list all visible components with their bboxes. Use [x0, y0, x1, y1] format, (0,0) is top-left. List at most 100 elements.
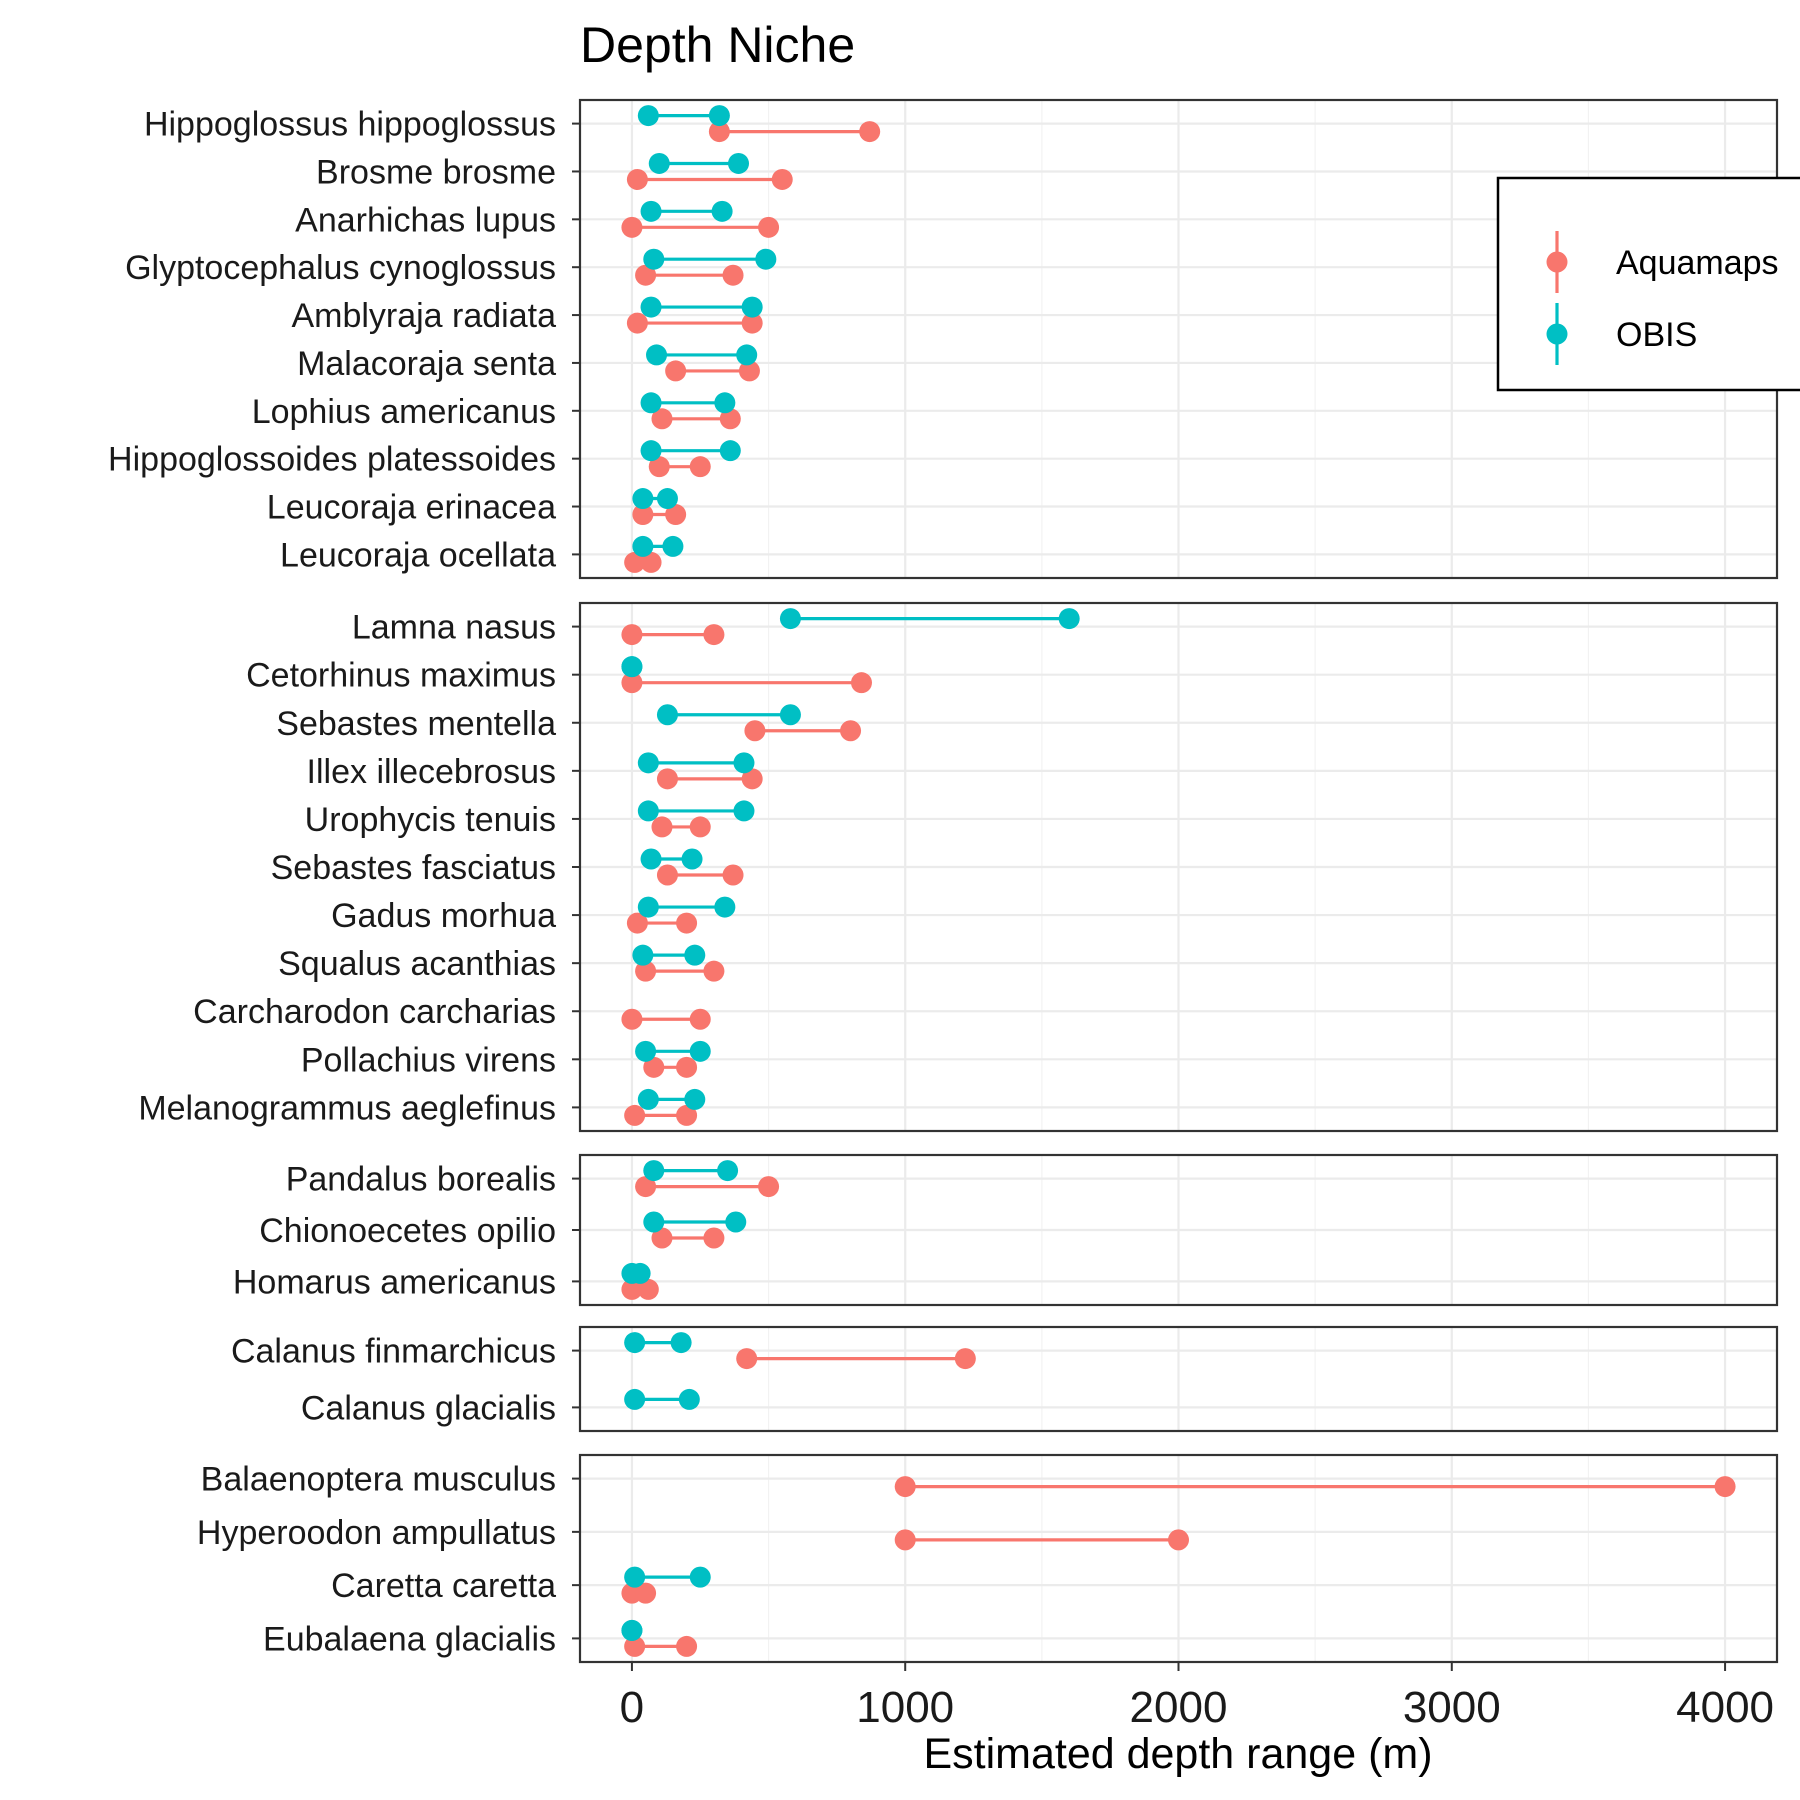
species-label: Homarus americanus — [233, 1263, 556, 1301]
species-row — [894, 1529, 1189, 1551]
obis-min-point — [648, 152, 670, 174]
obis-max-point — [670, 1332, 692, 1354]
species-row — [624, 1332, 976, 1370]
species-label: Calanus glacialis — [301, 1389, 556, 1427]
species-row — [621, 1008, 711, 1030]
species-row — [621, 1619, 698, 1657]
species-label: Brosme brosme — [316, 153, 556, 191]
species-label: Lophius americanus — [252, 393, 556, 431]
species-row — [621, 1566, 711, 1604]
x-axis: 0 1000 2000 3000 4000 — [620, 1662, 1774, 1732]
species-row — [632, 944, 725, 982]
aquamaps-min-point — [626, 168, 648, 190]
species-row — [643, 1211, 747, 1249]
species-row — [621, 200, 780, 238]
legend-key-point — [1546, 251, 1568, 273]
aquamaps-min-point — [626, 312, 648, 334]
legend-box — [1496, 176, 1800, 392]
species-row — [646, 344, 760, 382]
aquamaps-min-point — [626, 912, 648, 934]
panel-4: Calanus finmarchicus Calanus glacialis — [231, 1325, 1779, 1433]
chart-panels: Hippoglossus hippoglossus Brosme brosme An… — [108, 98, 1779, 1664]
obis-min-point — [632, 944, 654, 966]
species-row — [635, 248, 777, 286]
panel-border — [578, 1325, 1779, 1433]
obis-max-point — [733, 752, 755, 774]
aquamaps-max-point — [676, 1635, 698, 1657]
species-label: Sebastes mentella — [276, 705, 556, 743]
aquamaps-min-point — [621, 1008, 643, 1030]
obis-max-point — [714, 392, 736, 414]
chart-title: Depth Niche — [580, 17, 855, 73]
species-label: Illex illecebrosus — [307, 753, 556, 791]
aquamaps-min-point — [621, 672, 643, 694]
species-label: Hyperoodon ampullatus — [197, 1514, 556, 1552]
aquamaps-min-point — [643, 1056, 665, 1078]
aquamaps-max-point — [738, 360, 760, 382]
obis-min-point — [640, 200, 662, 222]
obis-min-point — [637, 800, 659, 822]
species-row — [621, 656, 872, 694]
species-row — [624, 1388, 700, 1410]
obis-max-point — [1058, 608, 1080, 630]
obis-max-point — [711, 200, 733, 222]
aquamaps-max-point — [741, 312, 763, 334]
obis-max-point — [728, 152, 750, 174]
x-tick-label: 2000 — [1130, 1683, 1228, 1732]
obis-max-point — [733, 800, 755, 822]
obis-min-point — [635, 1040, 657, 1062]
species-label: Balaenoptera musculus — [201, 1461, 556, 1499]
aquamaps-max-point — [954, 1348, 976, 1370]
aquamaps-max-point — [689, 816, 711, 838]
species-label: Malacoraja senta — [297, 345, 556, 383]
aquamaps-min-point — [894, 1529, 916, 1551]
aquamaps-max-point — [1168, 1529, 1189, 1551]
aquamaps-min-point — [635, 264, 657, 286]
aquamaps-max-point — [758, 1176, 780, 1198]
species-label: Squalus acanthias — [278, 945, 556, 983]
species-label: Gadus morhua — [331, 897, 556, 935]
obis-max-point — [684, 944, 706, 966]
obis-max-point — [621, 656, 643, 678]
obis-min-point — [632, 535, 654, 557]
species-label: Pollachius virens — [301, 1041, 556, 1079]
aquamaps-max-point — [635, 1582, 657, 1604]
obis-min-point — [643, 1211, 665, 1233]
obis-max-point — [717, 1160, 739, 1182]
species-label: Chionoecetes opilio — [259, 1212, 556, 1250]
species-label: Urophycis tenuis — [305, 801, 556, 839]
obis-min-point — [640, 848, 662, 870]
x-axis-title: Estimated depth range (m) — [923, 1730, 1432, 1778]
aquamaps-min-point — [624, 1104, 646, 1126]
aquamaps-max-point — [703, 960, 725, 982]
species-label: Leucoraja erinacea — [267, 489, 556, 527]
obis-max-point — [621, 1619, 643, 1641]
species-row — [894, 1476, 1736, 1498]
aquamaps-max-point — [859, 121, 881, 143]
obis-max-point — [629, 1262, 651, 1284]
species-row — [637, 752, 763, 790]
species-label: Carcharodon carcharias — [193, 993, 556, 1031]
aquamaps-max-point — [722, 264, 744, 286]
aquamaps-min-point — [708, 121, 730, 143]
species-label: Glyptocephalus cynoglossus — [125, 249, 556, 287]
obis-min-point — [640, 440, 662, 462]
aquamaps-max-point — [689, 1008, 711, 1030]
aquamaps-min-point — [632, 504, 654, 526]
obis-max-point — [725, 1211, 747, 1233]
species-row — [626, 896, 736, 934]
x-tick-label: 4000 — [1676, 1683, 1774, 1732]
x-tick-label: 0 — [620, 1683, 644, 1732]
obis-min-point — [643, 248, 665, 270]
aquamaps-max-point — [637, 1278, 659, 1300]
species-label: Eubalaena glacialis — [263, 1620, 556, 1658]
species-label: Pandalus borealis — [286, 1161, 556, 1199]
aquamaps-max-point — [676, 1056, 698, 1078]
aquamaps-max-point — [703, 1227, 725, 1249]
aquamaps-max-point — [676, 1104, 698, 1126]
aquamaps-min-point — [635, 1176, 657, 1198]
legend-label: OBIS — [1616, 316, 1697, 354]
species-row — [637, 800, 755, 838]
aquamaps-max-point — [640, 551, 662, 573]
obis-min-point — [637, 1088, 659, 1110]
